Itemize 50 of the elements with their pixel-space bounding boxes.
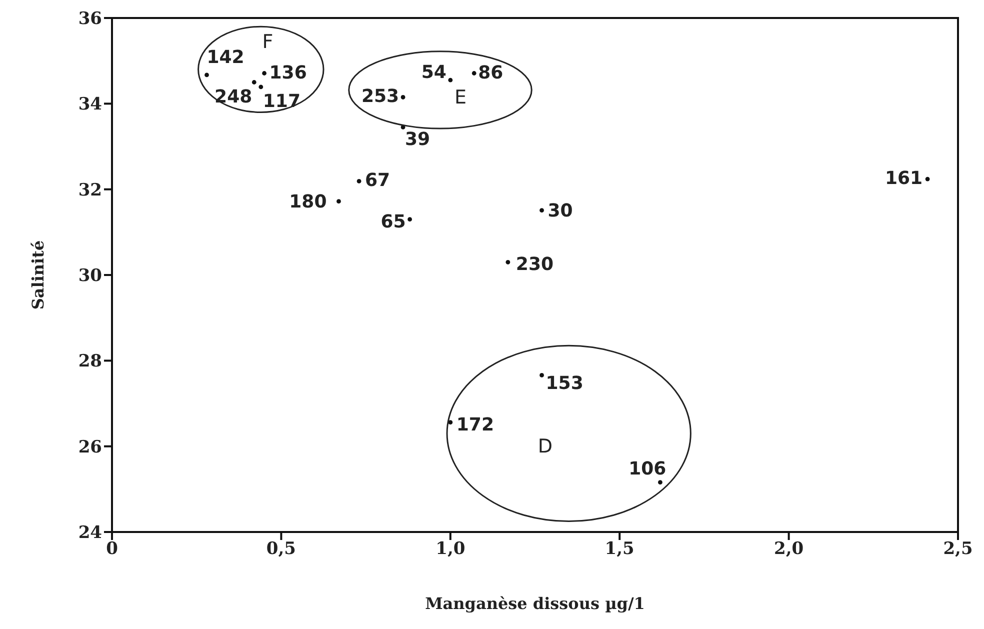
point [658,480,662,485]
point [448,78,453,82]
point [400,95,406,100]
annotation: 65 [380,211,406,232]
x-tick-label: 2,0 [774,539,804,560]
x-tick-label: 1,0 [436,539,466,560]
annotation: 230 [516,254,554,276]
annotation: 248 [214,86,252,108]
annotation: 180 [289,191,327,212]
annotation: 30 [548,200,573,222]
annotation: 153 [546,373,584,394]
x-tick-label: 1,5 [604,539,634,560]
annotation: F [262,30,274,53]
x-tick-label: 0 [106,539,118,560]
y-tick-label: 32 [78,180,102,200]
point [336,199,341,204]
y-tick-label: 24 [78,523,102,544]
annotation: 117 [262,90,300,112]
y-tick-label: 26 [78,437,102,458]
annotation: 142 [206,46,244,68]
annotation: 161 [884,168,923,190]
annotation: 253 [361,86,400,108]
y-tick-label: 28 [78,352,102,372]
annotation: 106 [628,458,666,480]
point [472,71,476,76]
x-axis-title: Manganèse dissous µg/1 [425,594,645,613]
y-tick-label: 30 [78,266,102,286]
point [262,71,266,76]
point [258,84,264,90]
annotation: 67 [365,170,390,192]
annotation: 172 [456,414,494,436]
y-tick-label: 36 [78,9,102,30]
annotation: 136 [269,62,307,84]
y-tick-label: 34 [78,94,102,115]
annotation: 39 [405,129,430,150]
annotation: E [454,86,467,109]
point [540,373,544,378]
x-tick-label: 2,5 [943,539,973,560]
annotation: 86 [478,62,504,84]
point [252,80,256,84]
point [925,176,930,182]
annotation: 54 [421,62,446,84]
x-tick-label: 0,5 [266,539,296,560]
point [204,72,209,78]
annotation: D [538,435,552,458]
point [356,178,362,184]
point [506,260,510,264]
point [540,208,544,213]
y-axis-title: Salinité [28,240,48,310]
point [408,217,412,222]
